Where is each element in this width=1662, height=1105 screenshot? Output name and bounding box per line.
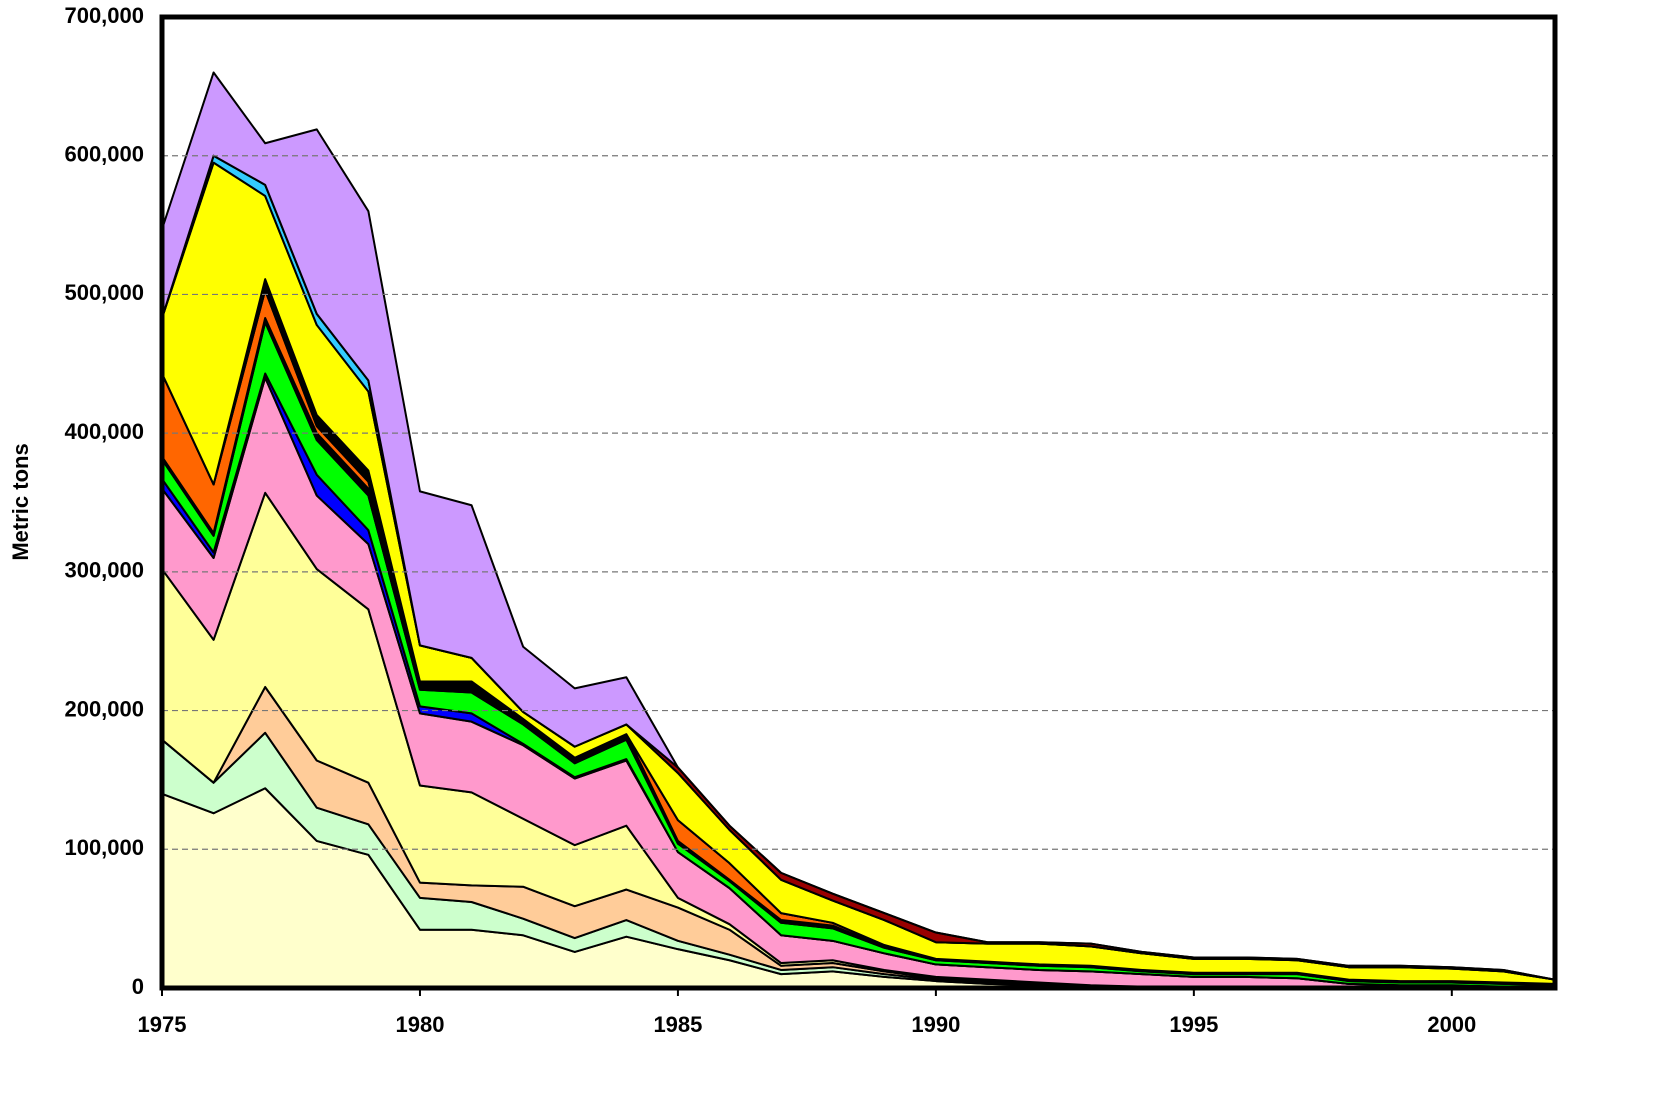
y-tick-label: 400,000 — [64, 419, 144, 444]
plot-frame — [159, 14, 1558, 991]
areas — [161, 71, 1556, 989]
y-tick-label: 0 — [132, 974, 144, 999]
x-tick-label: 1985 — [653, 1012, 702, 1037]
axes: 0 100,000 200,000 300,000 400,000 500,000 600,… — [64, 3, 1558, 1037]
y-tick-label: 100,000 — [64, 835, 144, 860]
y-axis-label: Metric tons — [8, 443, 33, 560]
y-tick-label: 500,000 — [64, 280, 144, 305]
x-tick-label: 1980 — [395, 1012, 444, 1037]
y-tick-label: 700,000 — [64, 3, 144, 28]
x-tick-label: 1990 — [911, 1012, 960, 1037]
x-tick-label: 2000 — [1427, 1012, 1476, 1037]
x-tick-label: 1975 — [138, 1012, 187, 1037]
area — [161, 71, 1556, 981]
y-tick-label: 300,000 — [64, 558, 144, 583]
y-tick-label: 600,000 — [64, 142, 144, 167]
y-tick-label: 200,000 — [64, 696, 144, 721]
x-tick-label: 1995 — [1169, 1012, 1218, 1037]
